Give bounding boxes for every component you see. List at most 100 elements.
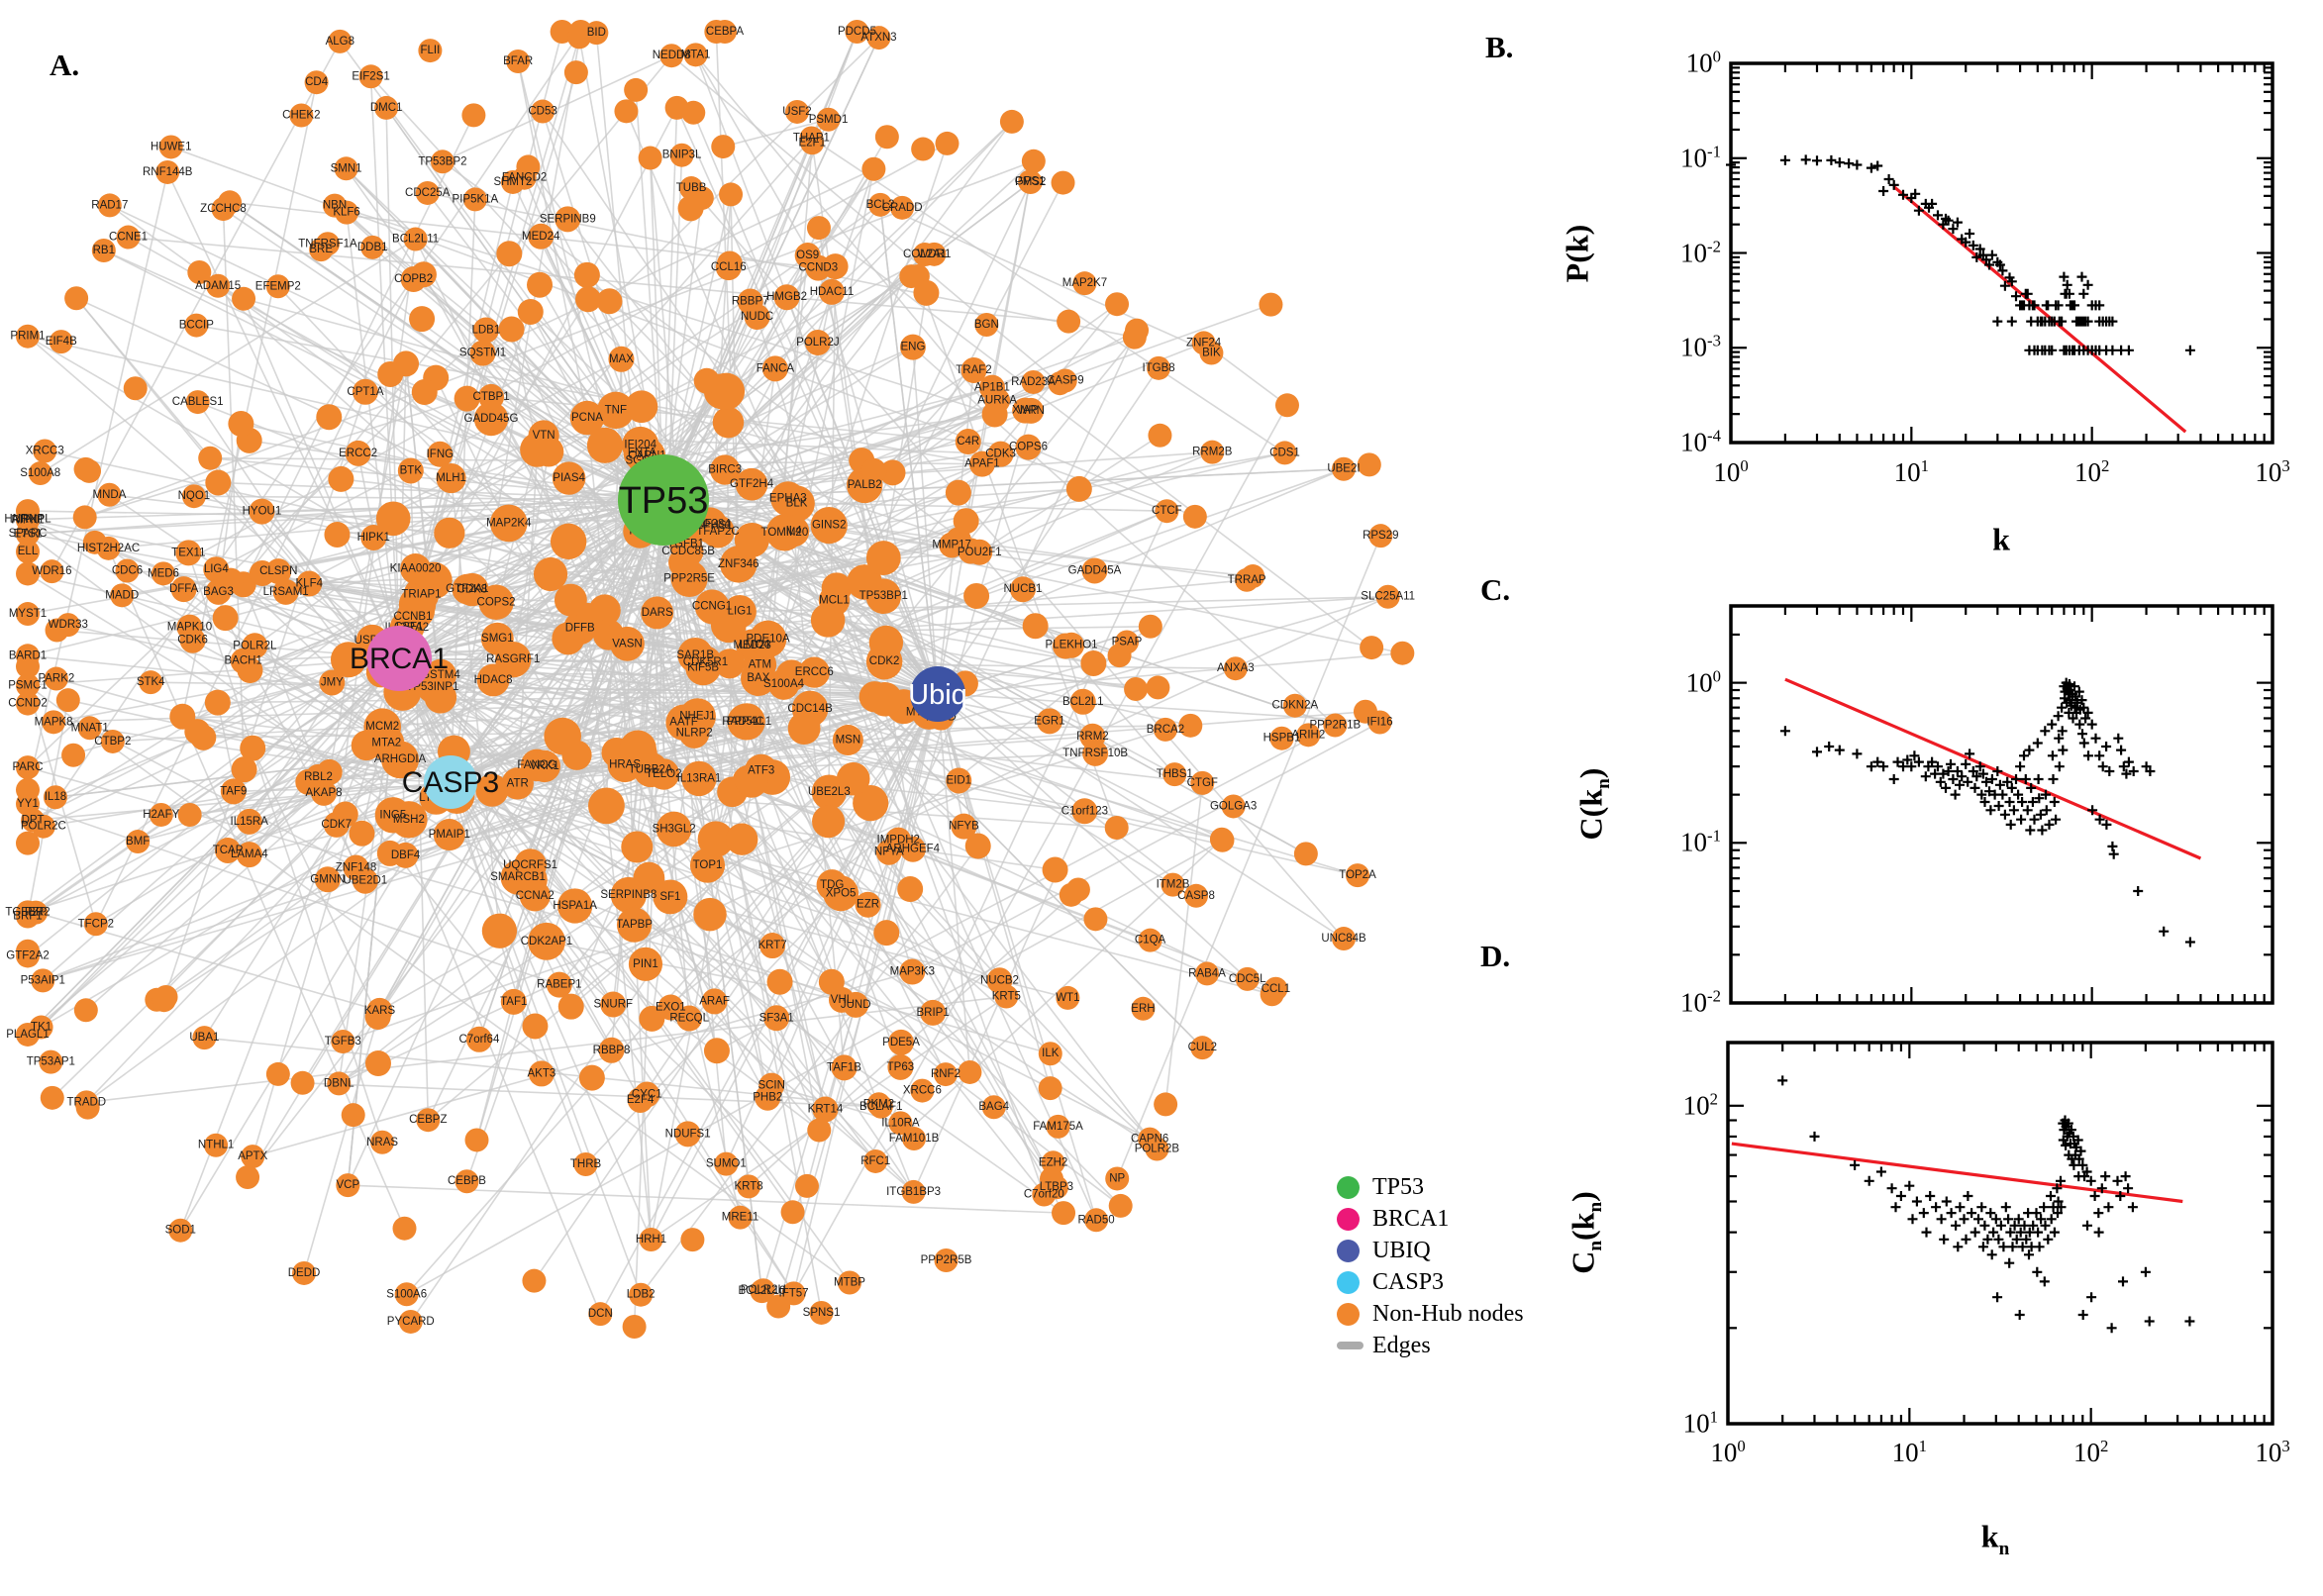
gene-node bbox=[370, 1130, 395, 1154]
gene-node bbox=[332, 801, 358, 828]
gene-node-label: BAG4 bbox=[978, 1101, 1009, 1113]
gene-node bbox=[1052, 1201, 1076, 1226]
gene-node bbox=[963, 582, 990, 609]
gene-node-label: HRAS bbox=[609, 759, 641, 771]
gene-node-label: NFYA bbox=[874, 847, 904, 858]
gene-node bbox=[427, 441, 454, 467]
gene-node-label: MCM2 bbox=[365, 721, 399, 733]
gene-node bbox=[327, 1071, 352, 1096]
axis-ticks bbox=[1729, 61, 2274, 445]
legend-item: TP53 bbox=[1337, 1171, 1524, 1203]
gene-node bbox=[1048, 371, 1072, 396]
gene-node bbox=[236, 808, 262, 835]
gene-node-label: SHMT2 bbox=[493, 176, 532, 188]
gene-node-label: CDS1 bbox=[1269, 447, 1300, 458]
gene-node bbox=[265, 1061, 290, 1086]
gene-node bbox=[1015, 434, 1042, 460]
gene-node-label: BCL2L1 bbox=[1062, 696, 1104, 708]
gene-node-label: KRT8 bbox=[734, 1180, 762, 1192]
gene-node-label: MADD bbox=[105, 589, 139, 601]
gene-node bbox=[376, 840, 403, 866]
gene-node bbox=[960, 357, 987, 384]
gene-node bbox=[809, 1300, 834, 1325]
gene-node bbox=[555, 206, 581, 233]
gene-node-label: LRSAM1 bbox=[263, 586, 309, 598]
gene-node bbox=[677, 195, 704, 222]
gene-node-label: CPT1A bbox=[347, 386, 383, 398]
gene-node bbox=[868, 625, 904, 660]
gene-node-label: TRIAP1 bbox=[401, 589, 441, 601]
gene-node bbox=[403, 227, 428, 251]
gene-node-label: MYST1 bbox=[9, 608, 47, 620]
gene-node-label: SCIN bbox=[758, 1080, 784, 1092]
gene-node-label: TGFBR2 bbox=[5, 906, 50, 918]
gene-node bbox=[1155, 499, 1179, 524]
gene-node bbox=[550, 523, 587, 560]
gene-node-label: FAM101B bbox=[889, 1133, 940, 1145]
gene-node bbox=[475, 773, 509, 807]
gene-node bbox=[381, 741, 420, 779]
gene-node bbox=[794, 1173, 819, 1198]
gene-node bbox=[481, 913, 518, 948]
gene-node bbox=[1065, 475, 1092, 502]
gene-node bbox=[822, 253, 849, 280]
gene-node bbox=[1071, 798, 1098, 825]
hub-node-ubiq bbox=[910, 666, 965, 722]
gene-node bbox=[734, 522, 769, 557]
gene-node-label: MTA1 bbox=[681, 49, 711, 60]
gene-node bbox=[737, 1174, 761, 1199]
panel-d-label: D. bbox=[1480, 939, 1511, 973]
legend-dot-icon bbox=[1337, 1207, 1360, 1231]
gene-node bbox=[16, 561, 40, 586]
gene-node bbox=[920, 999, 947, 1026]
gene-node bbox=[831, 1054, 858, 1081]
gene-node bbox=[1357, 452, 1381, 477]
gene-node-label: DARS bbox=[642, 607, 673, 619]
x-tick-label: 103 bbox=[2255, 1437, 2290, 1467]
gene-node-label: TAF1 bbox=[500, 996, 527, 1008]
gene-node bbox=[82, 530, 107, 554]
gene-node bbox=[677, 637, 714, 673]
gene-node bbox=[968, 450, 995, 477]
gene-node bbox=[735, 467, 768, 501]
gene-node bbox=[364, 1003, 391, 1030]
gene-node-label: DBF4 bbox=[391, 849, 421, 861]
gene-node-label: CASP8 bbox=[1177, 890, 1215, 902]
legend-item-label: TP53 bbox=[1372, 1173, 1425, 1200]
gene-node-label: BGN bbox=[974, 319, 999, 331]
gene-node-label: TNFRSF1A bbox=[298, 238, 357, 249]
gene-node bbox=[1084, 1208, 1109, 1233]
gene-node bbox=[1162, 762, 1187, 787]
gene-node bbox=[763, 1005, 790, 1032]
gene-node bbox=[39, 1049, 63, 1074]
gene-node-label: ARIH2 bbox=[1291, 729, 1325, 741]
gene-node bbox=[951, 813, 977, 840]
gene-node-label: BIRC3 bbox=[708, 464, 742, 476]
gene-node-label: RPS29 bbox=[1363, 530, 1398, 542]
gene-node-label: CDC25A bbox=[405, 187, 451, 199]
gene-node-label: PSAP bbox=[1112, 636, 1143, 648]
gene-node bbox=[1056, 985, 1080, 1010]
gene-node-label: UBE2L3 bbox=[808, 786, 851, 798]
legend-item: Edges bbox=[1337, 1330, 1524, 1361]
gene-node-label: PZP bbox=[25, 907, 48, 919]
gene-node-label: GTF2H4 bbox=[730, 478, 774, 490]
gene-node bbox=[364, 1049, 391, 1076]
gene-node bbox=[1051, 170, 1075, 195]
gene-node bbox=[316, 758, 343, 785]
gene-node bbox=[890, 195, 915, 220]
gene-node bbox=[1269, 726, 1294, 750]
gene-node bbox=[215, 837, 242, 863]
gene-node-label: EIF4B bbox=[46, 336, 77, 348]
gene-node bbox=[863, 1148, 888, 1173]
gene-node-label: CCDC85B bbox=[661, 546, 715, 557]
gene-node-label: GPS1 bbox=[1015, 176, 1046, 188]
gene-node-label: HDAC11 bbox=[810, 286, 855, 298]
gene-node-label: MNDA bbox=[93, 489, 127, 501]
gene-node bbox=[500, 169, 525, 194]
gene-node-label: RAB4A bbox=[1188, 967, 1226, 979]
gene-node bbox=[1065, 877, 1090, 902]
legend-item-label: CASP3 bbox=[1372, 1268, 1445, 1295]
gene-node bbox=[296, 570, 323, 597]
gene-node bbox=[633, 861, 665, 894]
